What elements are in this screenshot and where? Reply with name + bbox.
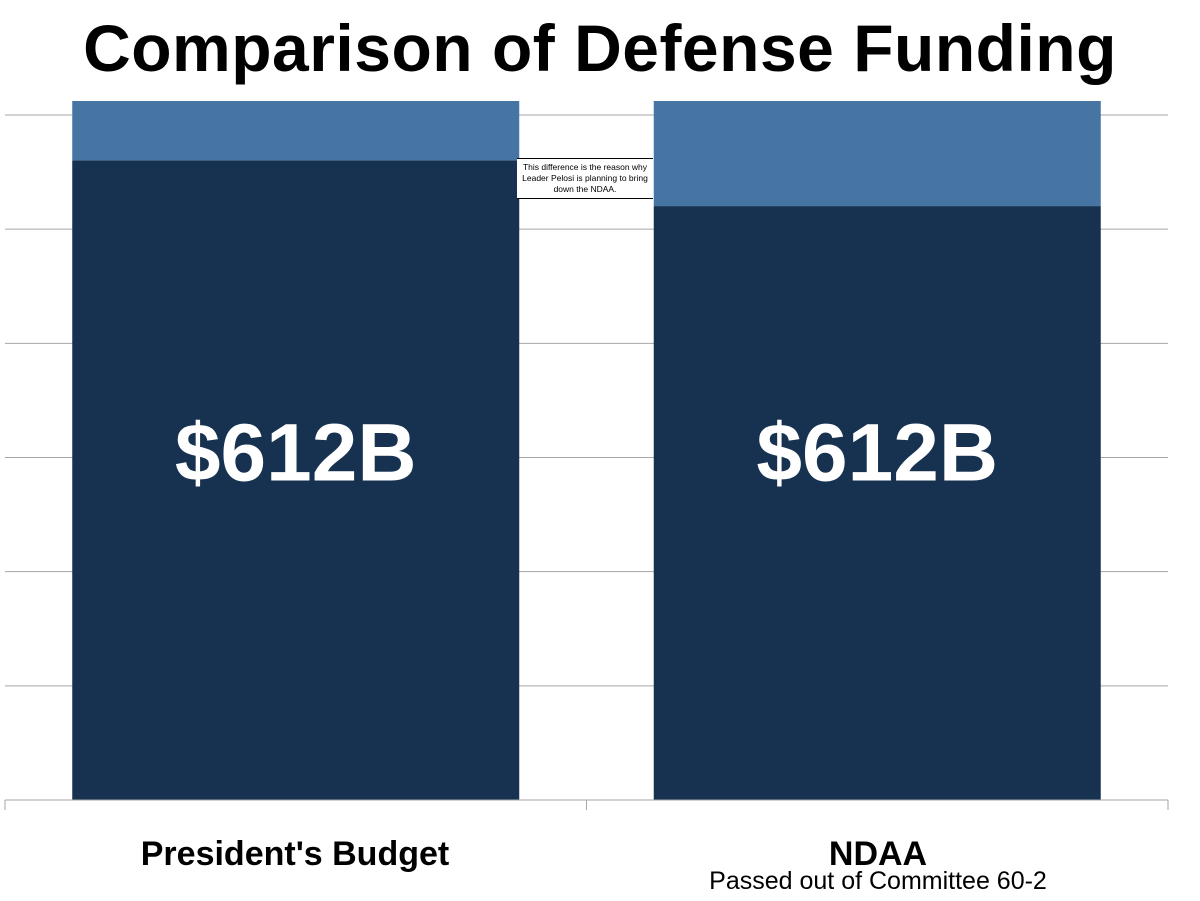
bar-base-1 (653, 206, 1101, 800)
data-label-0: $612B (175, 408, 417, 499)
chart-title: Comparison of Defense Funding (83, 11, 1117, 85)
bar-base-0 (72, 160, 520, 800)
category-sublabel-ndaa: Passed out of Committee 60-2 (709, 867, 1047, 895)
category-label-ndaa: NDAA (828, 835, 928, 873)
data-label-1: $612B (756, 408, 998, 499)
category-label-presidents-budget: President's Budget (140, 835, 450, 873)
difference-annotation: This difference is the reason why Leader… (517, 158, 653, 199)
bar-additional-1 (653, 101, 1101, 207)
bar-additional-0 (72, 101, 520, 161)
